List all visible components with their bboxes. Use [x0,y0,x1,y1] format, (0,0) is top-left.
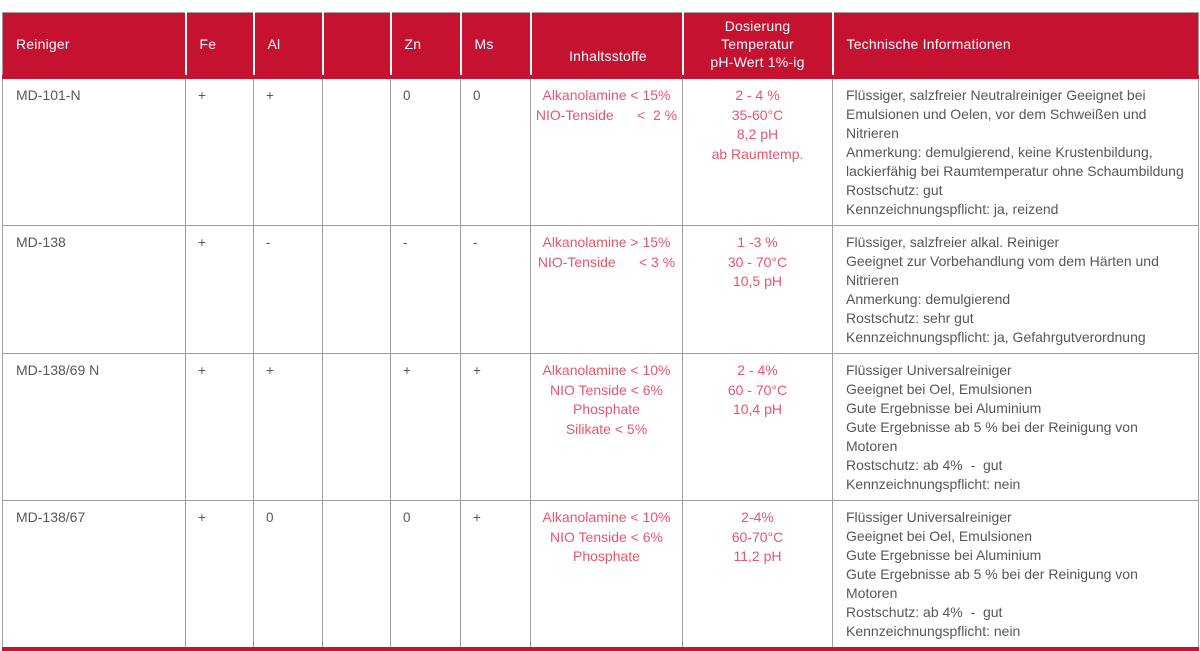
cell-inhaltsstoffe: Alkanolamine < 10% NIO Tenside < 6% Phos… [530,353,683,501]
col-header-technische-informationen: Technische Informationen [831,12,1199,79]
col-header-zn: Zn [389,12,461,79]
cell-dosierung: 2-4% 60-70°C 11,2 pH [682,500,833,651]
cell-ms: + [460,500,531,651]
cell-blank [322,353,391,501]
table-row-md-138-69-n: MD-138/69 N + + + + Alkanolamine < 10% N… [2,353,1199,501]
cell-inhaltsstoffe: Alkanolamine < 15% NIO-Tenside < 2 % [530,76,683,226]
cell-zn: + [390,353,461,501]
table-row-md-101-n: MD-101-N + + 0 0 Alkanolamine < 15% NIO-… [2,76,1199,226]
cell-dosierung: 1 -3 % 30 - 70°C 10,5 pH [682,225,833,354]
cleaner-product-data-page: Reiniger Fe Al Zn Ms Inhaltsstoffe Dosie… [2,12,1199,651]
cell-dosierung: 2 - 4 % 35-60°C 8,2 pH ab Raumtemp. [682,76,833,226]
cell-ms: - [460,225,531,354]
table-row-md-138: MD-138 + - - - Alkanolamine > 15% NIO-Te… [2,225,1199,354]
cell-dosierung: 2 - 4% 60 - 70°C 10,4 pH [682,353,833,501]
table-row-md-138-67: MD-138/67 + 0 0 + Alkanolamine < 10% NIO… [2,500,1199,651]
col-header-inhaltsstoffe: Inhaltsstoffe [529,12,683,79]
header-row: Reiniger Fe Al Zn Ms Inhaltsstoffe Dosie… [2,12,1199,79]
cell-inhaltsstoffe: Alkanolamine < 10% NIO Tenside < 6% Phos… [530,500,683,651]
cell-reiniger: MD-138/67 [2,500,186,651]
cell-technische-informationen: Flüssiger Universalreiniger Geeignet bei… [832,500,1199,651]
cell-inhaltsstoffe: Alkanolamine > 15% NIO-Tenside < 3 % [530,225,683,354]
cell-al: + [253,76,323,226]
cell-blank [322,76,391,226]
col-header-fe: Fe [184,12,254,79]
cell-al: - [253,225,323,354]
cell-technische-informationen: Flüssiger, salzfreier Neutralreiniger Ge… [832,76,1199,226]
reiniger-product-table: Reiniger Fe Al Zn Ms Inhaltsstoffe Dosie… [2,12,1199,651]
cell-reiniger: MD-138/69 N [2,353,186,501]
col-header-dosierung: Dosierung Temperatur pH-Wert 1%-ig [681,12,833,79]
col-header-blank [321,12,391,79]
cell-reiniger: MD-138 [2,225,186,354]
cell-technische-informationen: Flüssiger Universalreiniger Geeignet bei… [832,353,1199,501]
cell-ms: 0 [460,76,531,226]
cell-fe: + [185,500,254,651]
cell-technische-informationen: Flüssiger, salzfreier alkal. Reiniger Ge… [832,225,1199,354]
cell-fe: + [185,353,254,501]
col-header-reiniger: Reiniger [2,12,186,79]
cell-zn: 0 [390,76,461,226]
cell-al: 0 [253,500,323,651]
cell-zn: - [390,225,461,354]
cell-ms: + [460,353,531,501]
cell-blank [322,500,391,651]
cell-blank [322,225,391,354]
cell-fe: + [185,225,254,354]
cell-al: + [253,353,323,501]
cell-reiniger: MD-101-N [2,76,186,226]
col-header-ms: Ms [459,12,531,79]
cell-fe: + [185,76,254,226]
col-header-al: Al [252,12,323,79]
cell-zn: 0 [390,500,461,651]
